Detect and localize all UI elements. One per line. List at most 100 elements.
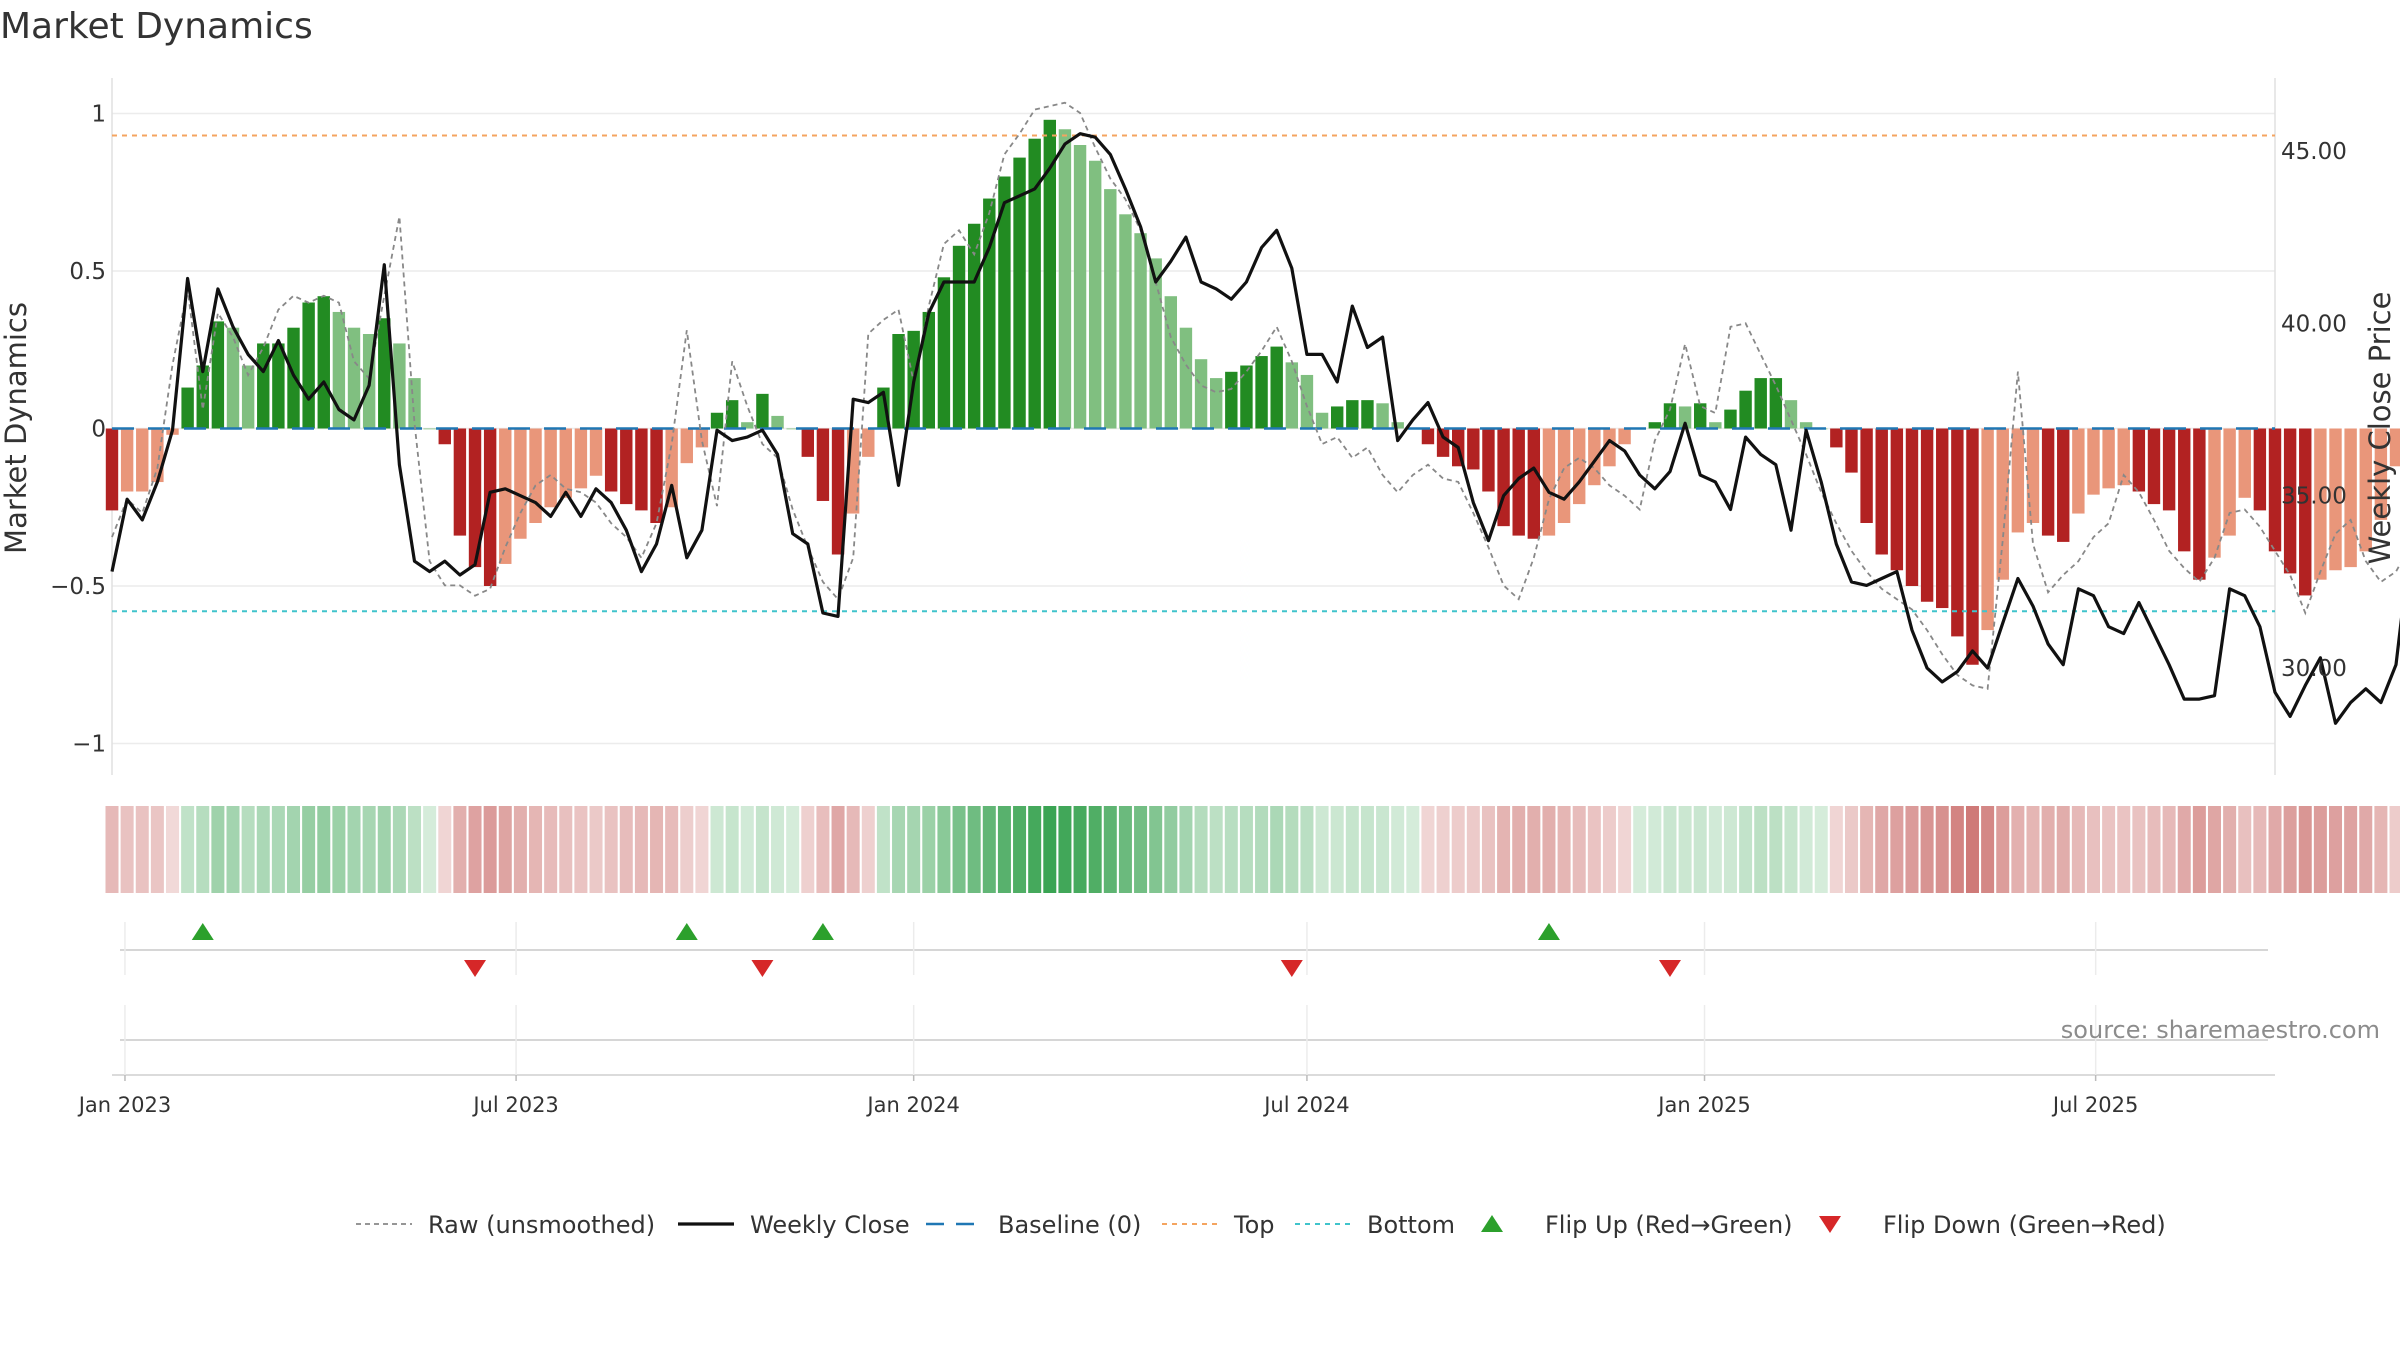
heat-cell xyxy=(1693,806,1707,893)
heat-cell xyxy=(1376,806,1390,893)
y2-tick-label: 35.00 xyxy=(2281,484,2347,510)
dynamics-bar xyxy=(1860,428,1873,523)
dynamics-bar xyxy=(1179,327,1193,429)
legend-baseline: Baseline (0) xyxy=(926,1211,1141,1239)
dynamics-bar xyxy=(2147,428,2161,505)
dynamics-bar xyxy=(1436,428,1450,457)
dynamics-bar xyxy=(1527,428,1541,539)
dynamics-bar xyxy=(1255,356,1268,429)
dynamics-bar xyxy=(2193,428,2206,580)
heat-cell xyxy=(150,806,164,893)
heat-cell xyxy=(1028,806,1042,893)
heat-cell xyxy=(2041,806,2055,893)
dynamics-bar xyxy=(771,415,784,429)
dynamics-bar xyxy=(1663,403,1677,429)
dynamics-bar xyxy=(1361,400,1374,429)
flip-down-marker xyxy=(464,960,487,977)
y2-tick-label: 30.00 xyxy=(2281,656,2347,682)
heat-cell xyxy=(937,806,951,893)
dynamics-bar xyxy=(1512,428,1525,536)
heat-cell xyxy=(438,806,452,893)
heat-cell xyxy=(2344,806,2358,893)
dynamics-bar xyxy=(1391,422,1404,429)
flip-markers-panel xyxy=(120,922,2268,977)
dynamics-bar xyxy=(1134,233,1147,429)
dynamics-bar xyxy=(1890,428,1904,571)
heat-cell xyxy=(1663,806,1677,893)
dynamics-bar xyxy=(1951,428,1964,637)
flip-down-marker xyxy=(1658,960,1681,977)
heat-cell xyxy=(2238,806,2252,893)
x-tick-label: Jan 2023 xyxy=(77,1093,172,1117)
heat-cell xyxy=(1058,806,1072,893)
dynamics-bar xyxy=(1119,214,1132,429)
dynamics-bar xyxy=(1240,365,1253,429)
y-tick-label: 0.5 xyxy=(69,259,106,285)
heat-cell xyxy=(135,806,149,893)
dynamics-bar xyxy=(2238,428,2251,498)
heat-cell xyxy=(2071,806,2085,893)
heat-cell xyxy=(453,806,467,893)
heat-cell xyxy=(2359,806,2373,893)
dynamics-bar xyxy=(710,412,724,429)
heat-cell xyxy=(347,806,361,893)
dynamics-bar xyxy=(2283,428,2297,574)
dynamics-bar xyxy=(1694,403,1707,429)
dynamics-bar xyxy=(1285,362,1299,429)
dynamics-bar xyxy=(2057,428,2070,542)
heat-cell xyxy=(1118,806,1132,893)
dynamics-bar xyxy=(816,428,830,501)
dynamics-bar xyxy=(892,334,905,429)
heat-cell xyxy=(226,806,240,893)
heat-cell xyxy=(1239,806,1253,893)
heat-cell xyxy=(1723,806,1737,893)
heat-cell xyxy=(1572,806,1586,893)
heat-cell xyxy=(468,806,482,893)
chart-title: Market Dynamics xyxy=(0,6,313,47)
dynamics-bar xyxy=(635,428,648,511)
dynamics-bar xyxy=(423,428,436,430)
dynamics-bar xyxy=(1769,378,1783,429)
dynamics-bar xyxy=(1194,359,1208,429)
dynamics-bar xyxy=(272,343,285,429)
heat-cell xyxy=(1315,806,1329,893)
heat-cell xyxy=(982,806,996,893)
dynamics-bar xyxy=(2359,428,2372,552)
heat-cell xyxy=(408,806,422,893)
heat-cell xyxy=(725,806,739,893)
dynamics-bar xyxy=(2026,428,2040,523)
dynamics-bar xyxy=(2253,428,2267,511)
dynamics-bar xyxy=(2087,428,2100,495)
heat-cell xyxy=(2117,806,2131,893)
heat-cell xyxy=(907,806,921,893)
legend-label: Flip Down (Green→Red) xyxy=(1883,1211,2166,1239)
legend-weekly-close: Weekly Close xyxy=(678,1211,910,1239)
dynamics-bar xyxy=(2299,428,2312,596)
heat-cell xyxy=(2207,806,2222,893)
heat-cell xyxy=(876,806,890,893)
heat-cell xyxy=(634,806,648,893)
heat-cell xyxy=(1043,806,1057,893)
heat-cell xyxy=(2328,806,2343,893)
dynamics-bar xyxy=(1920,428,1934,602)
legend-flip-down: Flip Down (Green→Red) xyxy=(1819,1211,2166,1239)
flip-down-marker xyxy=(751,960,774,977)
dynamics-bar xyxy=(1073,145,1087,429)
heat-cell xyxy=(710,806,724,893)
dynamics-bar xyxy=(650,428,663,523)
dynamics-bar xyxy=(1043,119,1057,429)
heat-cell xyxy=(1602,806,1616,893)
dynamics-bar xyxy=(831,428,845,555)
heat-cell xyxy=(786,806,800,893)
y-axis-ticks: 1 0.5 0 −0.5 −1 xyxy=(50,102,106,758)
dynamics-bar xyxy=(544,428,557,508)
heat-cell xyxy=(2268,806,2282,893)
dynamics-bar xyxy=(317,296,330,429)
heat-cell xyxy=(1860,806,1874,893)
dynamics-bar xyxy=(1996,428,2009,580)
heat-cell xyxy=(2056,806,2070,893)
dynamics-bar xyxy=(2223,428,2236,536)
heat-cell xyxy=(1784,806,1798,893)
heat-cell xyxy=(1497,806,1511,893)
